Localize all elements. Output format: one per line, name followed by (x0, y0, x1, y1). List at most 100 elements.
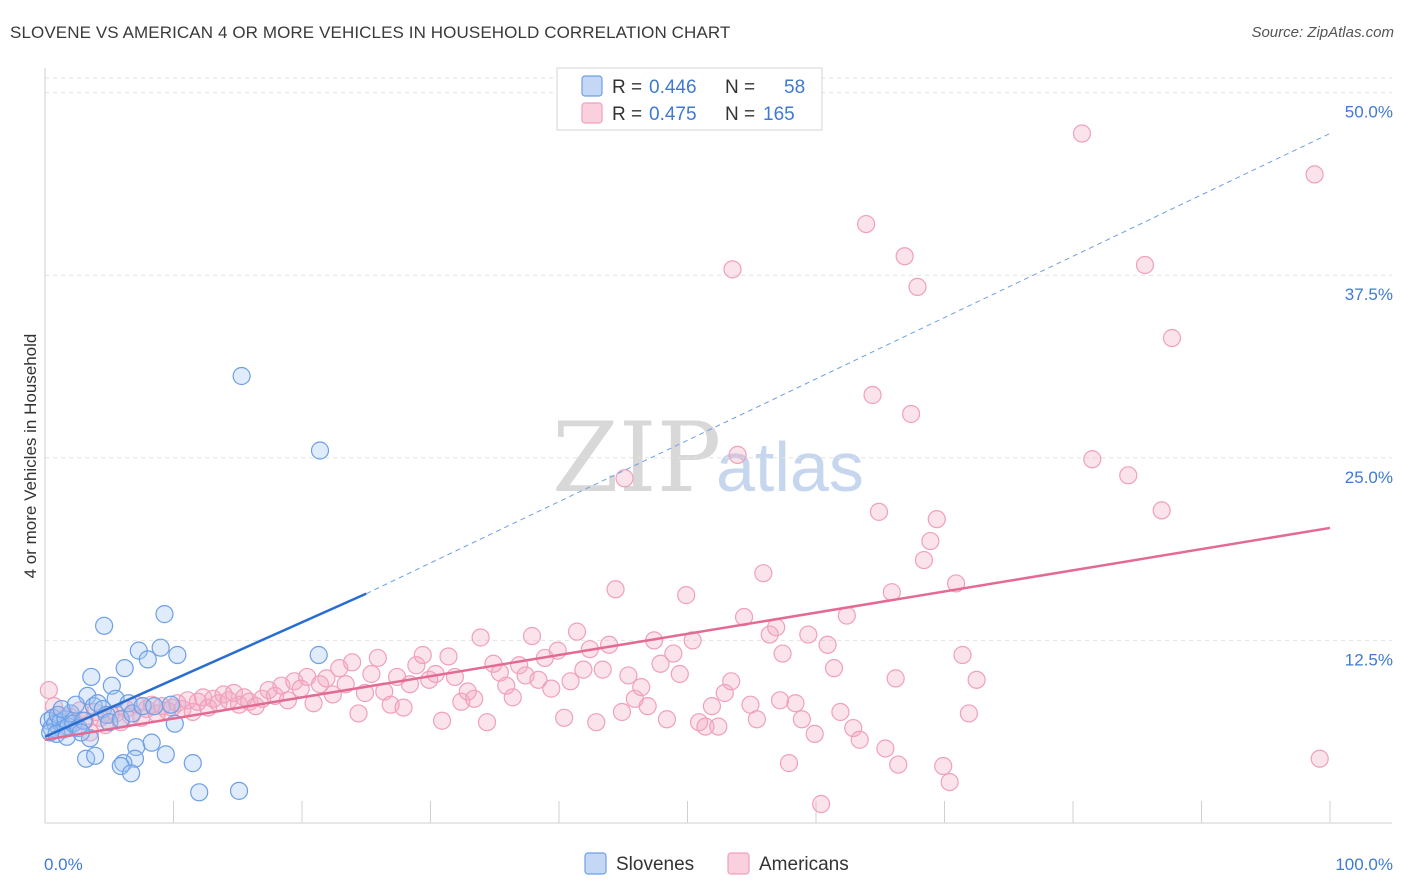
point-americans-141 (895, 247, 914, 266)
point-americans-90 (567, 622, 587, 641)
point-americans-97 (612, 702, 632, 722)
point-americans-66 (413, 645, 432, 665)
point-slovenes-39 (145, 697, 164, 716)
point-americans-25 (168, 694, 187, 713)
point-americans-134 (850, 730, 869, 749)
point-americans-147 (934, 756, 953, 776)
point-americans-98 (619, 666, 638, 685)
point-slovenes-57 (156, 745, 175, 764)
point-americans-158 (1305, 165, 1324, 184)
point-americans-74 (465, 689, 484, 708)
legend-n-label-2: N = (725, 104, 755, 125)
point-americans-157 (1162, 328, 1182, 348)
chart-title: SLOVENE VS AMERICAN 4 OR MORE VEHICLES I… (10, 23, 731, 42)
point-americans-105 (664, 644, 683, 663)
point-slovenes-30 (100, 713, 119, 732)
point-americans-96 (606, 580, 625, 599)
point-americans-104 (657, 710, 677, 729)
point-slovenes-49 (310, 441, 330, 460)
point-americans-79 (497, 676, 516, 695)
tick-labels: 12.5% 25.0% 37.5% 50.0% 0.0% 100.0% (44, 103, 1393, 874)
point-americans-124 (786, 694, 805, 713)
point-slovenes-48 (229, 781, 249, 800)
point-slovenes-43 (168, 645, 187, 665)
point-americans-156 (1152, 501, 1171, 520)
legend-box: R = 0.446 N = 58 R = 0.475 N = 165 (556, 67, 823, 131)
bottom-legend-slovenes: Slovenes (616, 854, 694, 875)
point-americans-160 (723, 260, 742, 279)
trend-slovenes-extension (366, 133, 1331, 595)
legend-n-label-1: N = (725, 77, 755, 98)
point-americans-89 (561, 672, 580, 691)
point-americans-93 (587, 713, 606, 732)
trend-slovenes (44, 592, 367, 738)
point-americans-63 (394, 698, 413, 717)
point-americans-94 (593, 660, 612, 679)
point-americans-155 (1135, 255, 1155, 275)
point-slovenes-50 (309, 645, 328, 665)
point-americans-65 (407, 656, 426, 675)
legend-n-value-1: 58 (784, 77, 805, 98)
point-americans-145 (921, 531, 940, 551)
point-americans-106 (670, 664, 689, 684)
point-americans-138 (876, 739, 895, 758)
point-americans-161 (615, 469, 634, 488)
point-americans-127 (805, 724, 824, 743)
point-americans-122 (773, 644, 792, 663)
point-americans-162 (886, 669, 905, 688)
point-americans-103 (651, 654, 670, 673)
point-americans-114 (722, 672, 741, 691)
trend-americans (44, 526, 1331, 741)
point-americans-110 (696, 717, 715, 736)
point-americans-154 (1119, 466, 1138, 485)
point-americans-55 (343, 653, 362, 672)
point-americans-84 (529, 670, 548, 689)
bottom-legend: Slovenes Americans (584, 852, 849, 875)
point-americans-115 (728, 445, 747, 464)
point-americans-101 (638, 697, 657, 716)
point-americans-69 (432, 711, 452, 730)
point-americans-152 (1072, 124, 1092, 143)
point-americans-140 (889, 755, 908, 774)
gridlines (45, 77, 1392, 641)
point-americans-128 (812, 794, 831, 814)
point-americans-143 (908, 277, 927, 296)
point-americans-144 (914, 550, 934, 570)
point-americans-112 (709, 717, 728, 736)
point-americans-36 (224, 683, 243, 703)
point-americans-137 (869, 502, 889, 521)
point-slovenes-32 (115, 659, 134, 678)
point-americans-107 (677, 586, 696, 605)
x-tick-label-0: 0.0% (44, 855, 83, 874)
point-slovenes-40 (155, 605, 174, 624)
y-tick-label-2: 37.5% (1345, 285, 1393, 304)
point-americans-58 (362, 664, 381, 684)
point-americans-59 (368, 648, 387, 668)
point-slovenes-46 (190, 783, 209, 802)
legend-r-value-1: 0.446 (649, 77, 697, 98)
series-slovenes (39, 366, 330, 802)
point-slovenes-38 (138, 650, 157, 669)
point-americans-159 (1310, 749, 1329, 768)
point-slovenes-34 (123, 704, 142, 723)
point-slovenes-55 (111, 756, 130, 776)
point-slovenes-56 (121, 764, 141, 783)
point-americans-153 (1083, 450, 1102, 469)
point-americans-146 (927, 510, 946, 529)
point-slovenes-52 (142, 733, 161, 752)
point-americans-150 (953, 645, 972, 665)
bottom-legend-swatch-americans (727, 852, 750, 875)
point-americans-119 (754, 564, 773, 583)
legend-swatch-slovenes (581, 75, 603, 97)
point-slovenes-53 (86, 746, 105, 765)
chart-source: Source: ZipAtlas.com (1251, 24, 1394, 41)
point-americans-125 (792, 710, 811, 729)
point-slovenes-23 (82, 667, 101, 687)
point-slovenes-12 (52, 699, 71, 719)
point-americans-83 (522, 626, 542, 646)
point-americans-129 (818, 635, 837, 654)
y-tick-label-1: 25.0% (1345, 468, 1393, 487)
point-americans-136 (863, 385, 882, 405)
point-americans-118 (747, 710, 766, 729)
